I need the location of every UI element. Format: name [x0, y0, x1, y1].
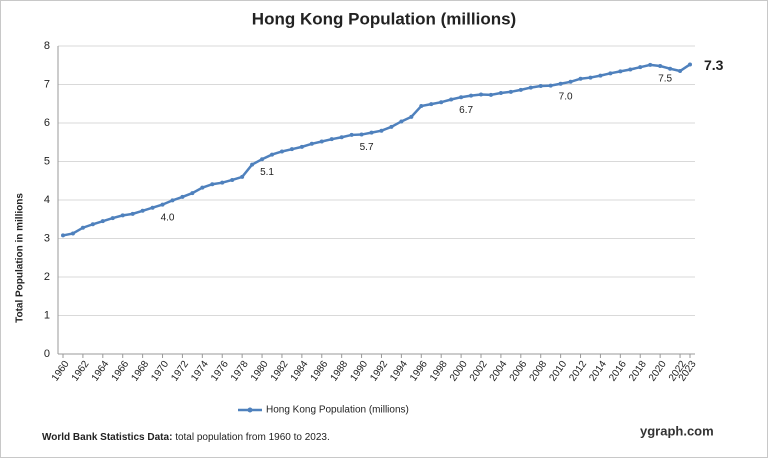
data-point — [190, 191, 195, 196]
chart-title: Hong Kong Population (millions) — [252, 9, 516, 28]
y-tick-label: 8 — [44, 40, 50, 52]
data-point — [309, 141, 314, 146]
y-tick-label: 4 — [44, 194, 50, 206]
data-point — [439, 100, 444, 105]
series-line — [62, 63, 691, 237]
y-tick-label: 2 — [44, 271, 50, 283]
data-point — [339, 135, 344, 140]
data-point — [379, 128, 384, 133]
data-point — [240, 174, 245, 179]
annotation: 7.0 — [559, 91, 573, 102]
source-note: World Bank Statistics Data: total popula… — [42, 432, 330, 443]
data-point — [170, 198, 175, 203]
data-point — [61, 233, 65, 238]
data-point — [100, 219, 105, 224]
data-point — [618, 69, 623, 74]
data-point — [449, 97, 454, 102]
data-point — [80, 225, 85, 230]
y-tick-label: 3 — [44, 232, 50, 244]
y-tick-label: 6 — [44, 117, 50, 129]
data-point — [469, 93, 474, 98]
data-point — [110, 216, 115, 221]
legend-label: Hong Kong Population (millions) — [266, 405, 409, 416]
annotation: 7.5 — [658, 74, 672, 85]
data-point — [90, 222, 95, 227]
annotation: 5.1 — [260, 167, 274, 178]
data-point — [389, 124, 394, 129]
legend-marker — [247, 407, 253, 413]
data-point — [160, 202, 165, 207]
data-point — [578, 76, 583, 81]
data-point — [498, 90, 503, 95]
data-point — [488, 92, 493, 97]
data-point — [688, 62, 692, 67]
data-point — [319, 139, 324, 144]
data-point — [558, 81, 563, 86]
data-point — [678, 69, 683, 74]
data-point — [588, 75, 593, 80]
y-tick-label: 0 — [44, 348, 50, 360]
data-point — [608, 71, 613, 76]
data-point — [429, 102, 434, 107]
brand: ygraph.com — [640, 423, 714, 438]
data-point — [648, 62, 653, 67]
data-point — [299, 144, 304, 149]
data-point — [668, 66, 673, 71]
data-point — [130, 211, 135, 216]
data-point — [260, 157, 265, 162]
data-point — [230, 177, 235, 182]
data-point — [638, 65, 643, 70]
data-point — [548, 83, 553, 88]
data-point — [598, 73, 603, 78]
annotation: 6.7 — [459, 105, 473, 116]
y-tick-label: 7 — [44, 78, 50, 90]
data-point — [279, 149, 284, 154]
annotation: 4.0 — [161, 212, 175, 223]
data-point — [120, 213, 125, 218]
source-text: total population from 1960 to 2023. — [175, 432, 330, 443]
y-tick-label: 1 — [44, 309, 50, 321]
data-point — [419, 104, 424, 109]
data-point — [349, 132, 354, 137]
data-point — [329, 137, 334, 142]
data-point — [479, 92, 483, 97]
data-point — [250, 162, 255, 167]
data-point — [270, 152, 274, 157]
data-point — [528, 85, 533, 90]
data-point — [220, 180, 225, 185]
data-point — [409, 114, 414, 119]
data-point — [150, 205, 155, 210]
data-point — [140, 208, 145, 213]
data-point — [200, 185, 205, 190]
data-point — [399, 119, 404, 124]
data-point — [508, 89, 513, 94]
data-point — [180, 194, 185, 199]
data-point — [210, 182, 215, 187]
data-point — [628, 67, 633, 72]
data-point — [289, 147, 294, 152]
data-point — [459, 95, 464, 100]
source-label: World Bank Statistics Data: — [42, 432, 172, 443]
annotation: 5.7 — [360, 142, 374, 153]
data-point — [568, 79, 573, 84]
data-point — [359, 132, 364, 137]
data-point — [518, 87, 523, 92]
data-point — [70, 231, 75, 236]
data-point — [658, 64, 663, 69]
data-point — [538, 84, 543, 89]
annotation: 7.3 — [704, 57, 724, 73]
y-tick-label: 5 — [44, 155, 50, 167]
data-point — [369, 130, 374, 135]
y-axis-label: Total Population in millions — [15, 193, 26, 323]
